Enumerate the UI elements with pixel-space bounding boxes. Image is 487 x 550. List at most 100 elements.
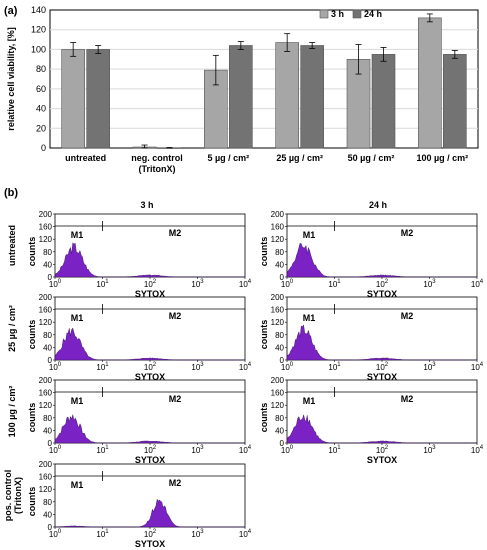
category-label-line: 5 µg / cm² bbox=[207, 153, 249, 163]
x-tick-base: 10 bbox=[49, 363, 58, 372]
gate-label-m2: M2 bbox=[401, 311, 414, 321]
x-tick-base: 10 bbox=[49, 446, 58, 455]
histogram-frame bbox=[54, 379, 246, 444]
category-label-line: 50 µg / cm² bbox=[348, 153, 395, 163]
x-tick-exponent: 2 bbox=[153, 279, 157, 285]
y-axis-title: counts bbox=[27, 403, 37, 433]
x-tick-label: 102 bbox=[376, 445, 389, 455]
x-tick-label: 101 bbox=[328, 445, 341, 455]
gate-label-m2: M2 bbox=[401, 228, 414, 238]
x-tick-exponent: 3 bbox=[200, 362, 204, 368]
histogram-area bbox=[286, 414, 477, 444]
y-tick-label: 40 bbox=[43, 426, 52, 435]
gate-label-m1: M1 bbox=[303, 313, 316, 323]
x-tick-exponent: 0 bbox=[290, 362, 294, 368]
y-tick-label: 120 bbox=[39, 401, 53, 410]
histogram-area bbox=[286, 324, 477, 361]
x-tick-exponent: 1 bbox=[105, 529, 109, 535]
x-tick-base: 10 bbox=[281, 280, 290, 289]
x-tick-exponent: 4 bbox=[248, 529, 252, 535]
y-tick-label: 160 bbox=[39, 223, 53, 232]
y-tick-label: 160 bbox=[271, 306, 285, 315]
x-tick-base: 10 bbox=[328, 363, 337, 372]
row-label-line: (TritonX) bbox=[13, 477, 23, 514]
x-tick-label: 102 bbox=[144, 529, 157, 539]
category-label-line: neg. control bbox=[131, 153, 183, 163]
category-label-line: 25 µg / cm² bbox=[276, 153, 323, 163]
bar-24h-2 bbox=[229, 45, 253, 149]
x-tick-exponent: 3 bbox=[432, 445, 436, 451]
x-tick-base: 10 bbox=[239, 363, 248, 372]
x-tick-exponent: 4 bbox=[480, 279, 484, 285]
x-tick-label: 104 bbox=[239, 529, 252, 539]
x-tick-base: 10 bbox=[239, 530, 248, 539]
x-tick-label: 101 bbox=[96, 279, 109, 289]
x-tick-exponent: 0 bbox=[290, 279, 294, 285]
x-tick-exponent: 0 bbox=[58, 445, 62, 451]
x-tick-exponent: 0 bbox=[58, 529, 62, 535]
gate-label-m2: M2 bbox=[169, 228, 182, 238]
histogram-panel: (b) 3 h 24 h untreated 25 µg / cm² 100 µg / c… bbox=[3, 187, 484, 549]
x-tick-base: 10 bbox=[96, 530, 105, 539]
x-tick-base: 10 bbox=[239, 446, 248, 455]
y-tick-label: 80 bbox=[36, 64, 46, 74]
y-tick-label: 40 bbox=[43, 343, 52, 352]
x-tick-exponent: 4 bbox=[248, 362, 252, 368]
x-tick-base: 10 bbox=[144, 363, 153, 372]
x-tick-label: 102 bbox=[144, 279, 157, 289]
gate-label-m2: M2 bbox=[169, 478, 182, 488]
y-axis-title: relative cell viability, [%] bbox=[6, 27, 16, 130]
y-tick-label: 40 bbox=[275, 260, 284, 269]
x-tick-exponent: 3 bbox=[432, 362, 436, 368]
y-tick-label: 80 bbox=[275, 248, 284, 257]
y-tick-label: 0 bbox=[280, 273, 285, 282]
gate-label-m1: M1 bbox=[71, 313, 84, 323]
y-tick-label: 0 bbox=[48, 523, 53, 532]
x-tick-base: 10 bbox=[281, 446, 290, 455]
x-tick-label: 104 bbox=[239, 362, 252, 372]
x-tick-label: 101 bbox=[96, 529, 109, 539]
y-tick-label: 40 bbox=[43, 510, 52, 519]
histogram-area bbox=[54, 414, 245, 444]
x-tick-base: 10 bbox=[328, 280, 337, 289]
x-tick-label: 102 bbox=[376, 279, 389, 289]
y-tick-label: 160 bbox=[39, 473, 53, 482]
category-label: 5 µg / cm² bbox=[207, 153, 249, 163]
y-tick-label: 160 bbox=[39, 389, 53, 398]
category-label: untreated bbox=[65, 153, 106, 163]
x-axis-title: SYTOX bbox=[367, 289, 397, 299]
x-tick-exponent: 2 bbox=[385, 362, 389, 368]
y-axis-title: counts bbox=[259, 237, 269, 267]
gate-label-m1: M1 bbox=[71, 230, 84, 240]
y-tick-label: 0 bbox=[280, 356, 285, 365]
x-tick-base: 10 bbox=[471, 280, 480, 289]
legend-swatch bbox=[319, 9, 329, 19]
x-tick-label: 101 bbox=[328, 362, 341, 372]
bar-24h-5 bbox=[443, 54, 467, 149]
histogram-area bbox=[54, 498, 245, 528]
gate-label-m1: M1 bbox=[71, 396, 84, 406]
row-label-line: 25 µg / cm² bbox=[7, 305, 17, 352]
x-axis-title: SYTOX bbox=[135, 372, 165, 382]
category-label: 50 µg / cm² bbox=[348, 153, 395, 163]
y-tick-label: 0 bbox=[280, 439, 285, 448]
category-label: 100 µg / cm² bbox=[416, 153, 468, 163]
y-tick-label: 0 bbox=[48, 356, 53, 365]
x-tick-label: 103 bbox=[191, 279, 204, 289]
histogram-frame bbox=[54, 463, 246, 528]
x-tick-label: 104 bbox=[471, 445, 484, 455]
x-tick-base: 10 bbox=[423, 446, 432, 455]
x-tick-label: 102 bbox=[144, 362, 157, 372]
y-tick-label: 120 bbox=[271, 401, 285, 410]
histogram-area bbox=[54, 327, 245, 361]
bar-24h-0 bbox=[86, 49, 110, 149]
x-tick-base: 10 bbox=[96, 280, 105, 289]
x-tick-label: 104 bbox=[239, 445, 252, 455]
y-axis-title: counts bbox=[259, 403, 269, 433]
x-tick-exponent: 1 bbox=[337, 445, 341, 451]
x-tick-base: 10 bbox=[144, 446, 153, 455]
y-axis-title: counts bbox=[259, 320, 269, 350]
x-tick-label: 102 bbox=[376, 362, 389, 372]
x-tick-exponent: 2 bbox=[385, 445, 389, 451]
x-tick-base: 10 bbox=[191, 280, 200, 289]
